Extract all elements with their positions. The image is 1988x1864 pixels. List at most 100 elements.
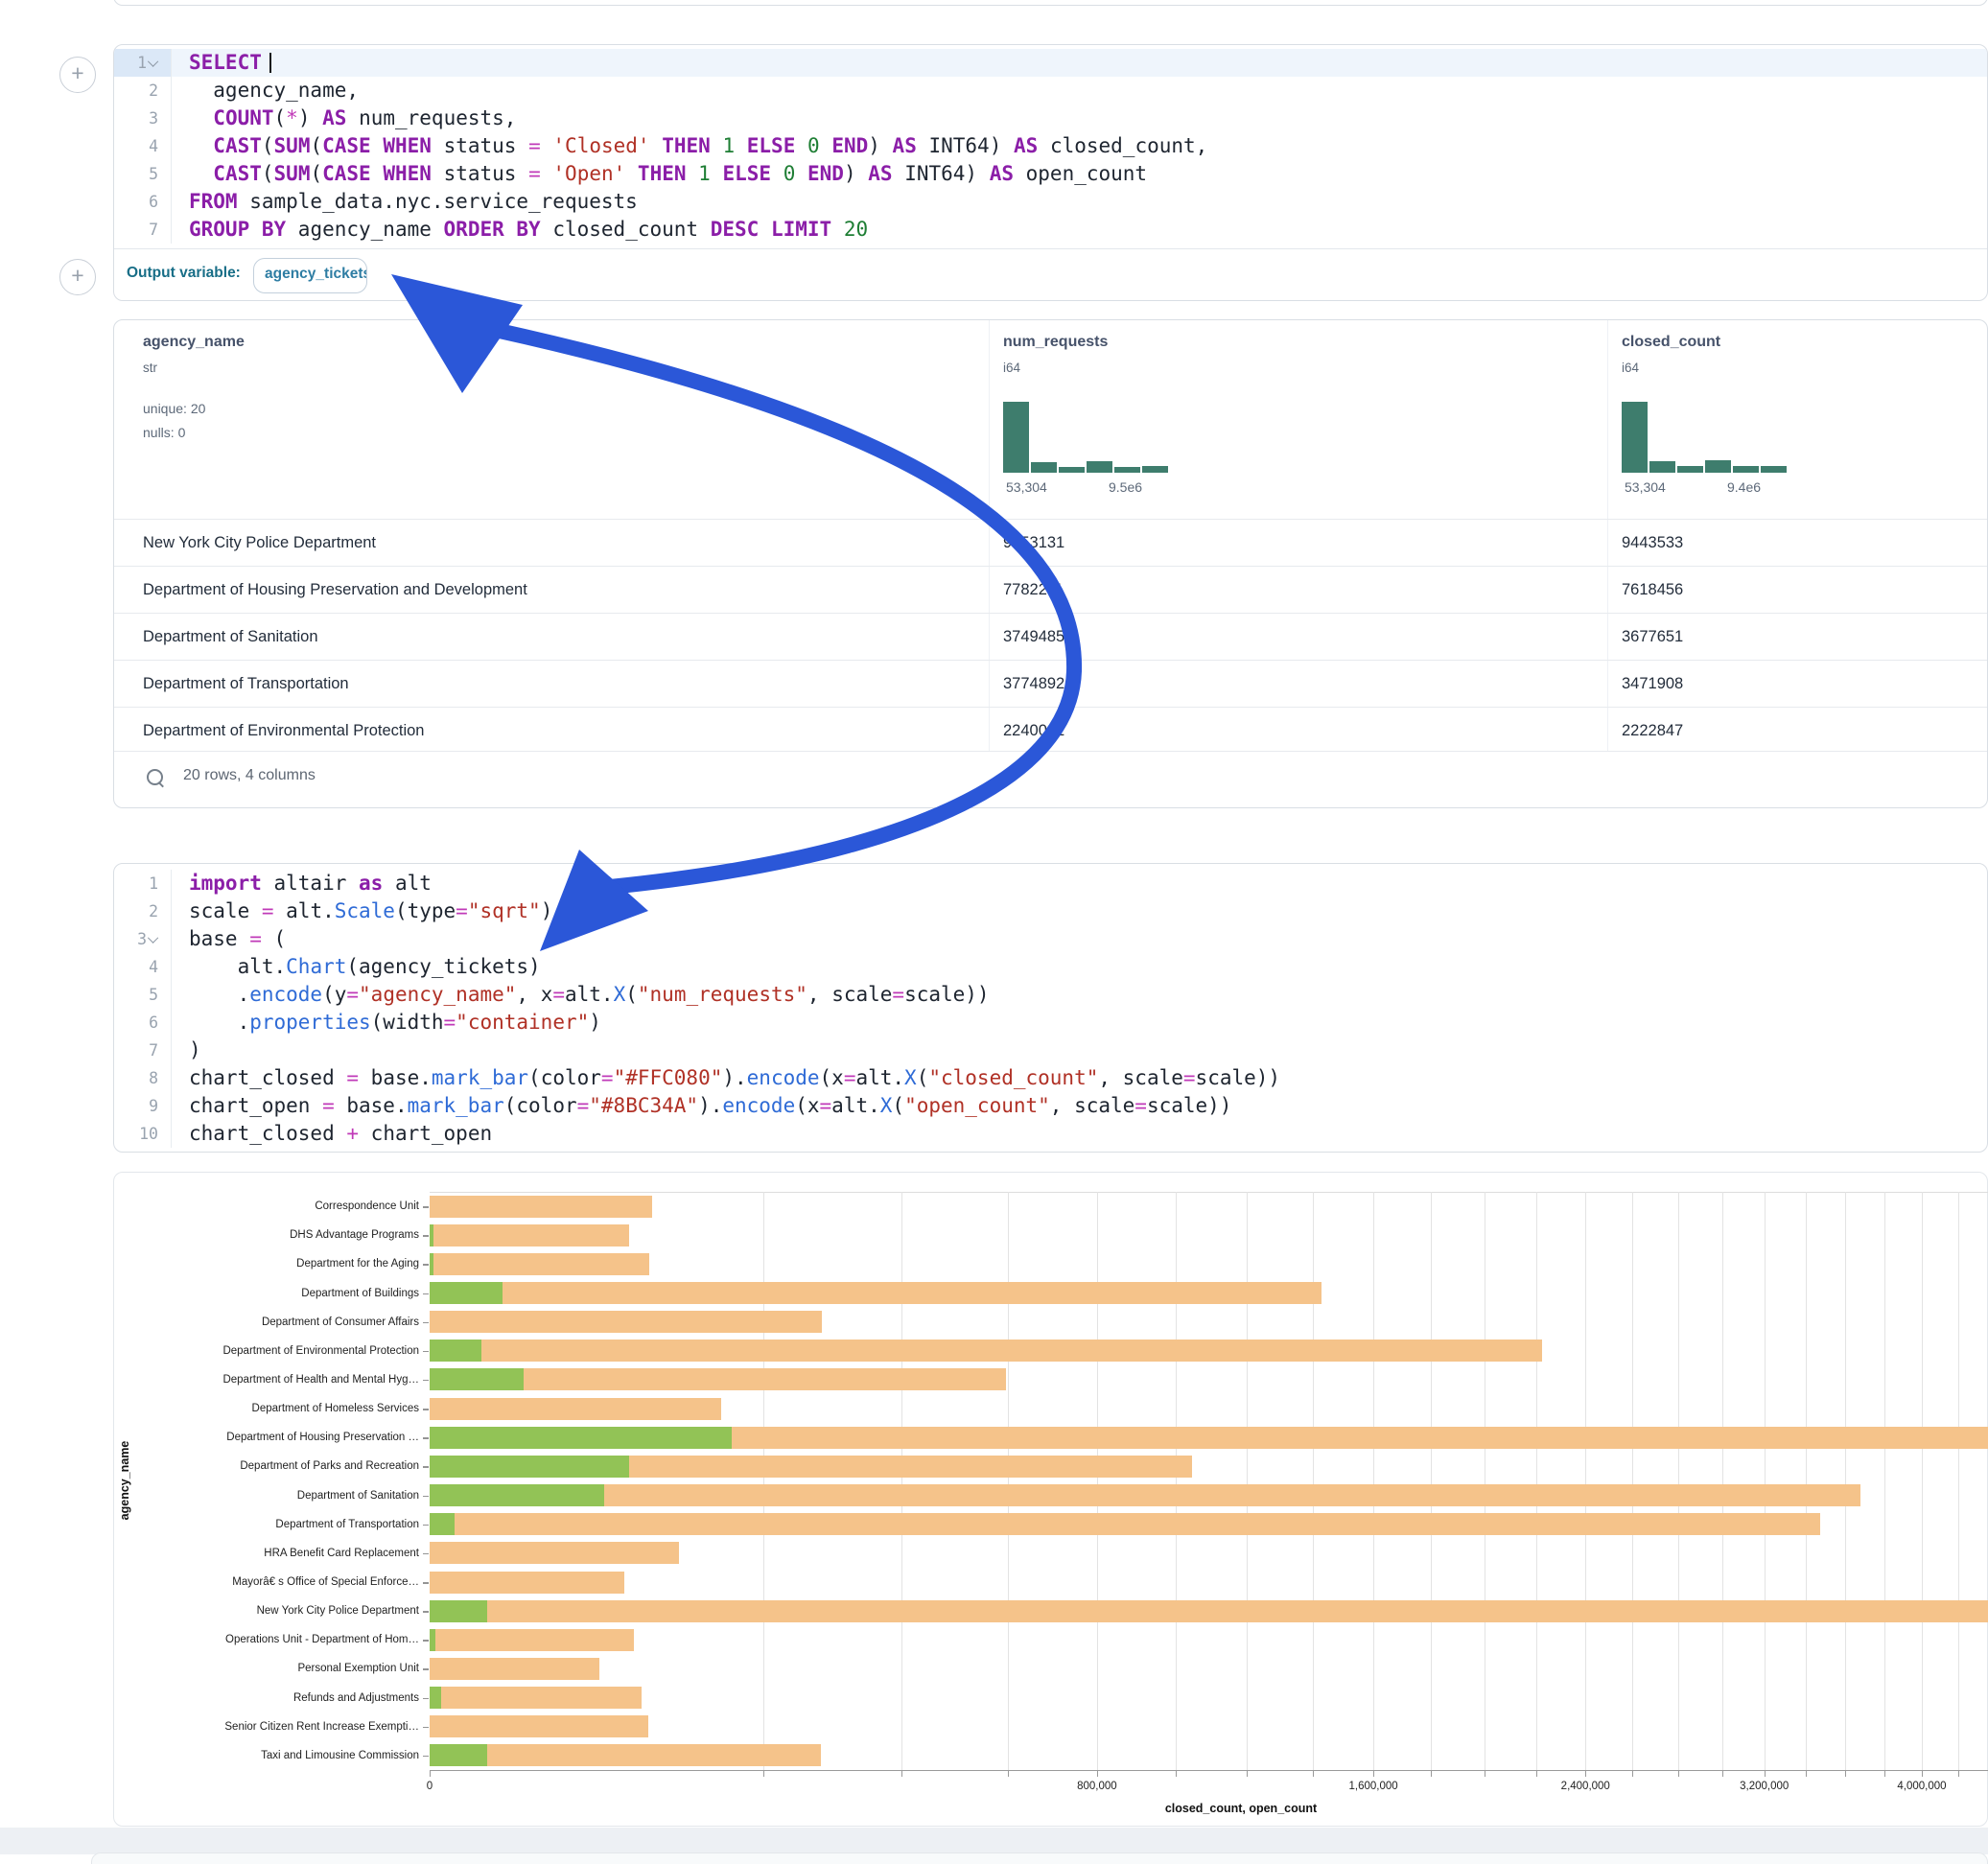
column-header-agency_name: unique: 20 [143, 401, 205, 416]
closed_count-bar [430, 1196, 652, 1218]
code-line[interactable]: 4 alt.Chart(agency_tickets) [114, 953, 1987, 981]
x-axis-tick [1632, 1771, 1633, 1777]
gridline [1536, 1192, 1537, 1770]
line-number: 3 [114, 925, 171, 953]
page-gap-band [0, 1828, 1988, 1854]
table-row[interactable]: Department of Transportation377489234719… [114, 660, 1987, 707]
search-icon[interactable] [147, 769, 163, 785]
fold-chevron-icon[interactable] [148, 933, 158, 944]
x-axis-tick [1247, 1771, 1248, 1777]
table-cell: Department of Housing Preservation and D… [143, 567, 527, 614]
x-axis-tick [1097, 1771, 1098, 1777]
code-text: scale = alt.Scale(type="sqrt") [171, 897, 1987, 925]
closed_count-bar [430, 1398, 721, 1420]
x-axis-tick [1536, 1771, 1537, 1777]
histogram-bar [1761, 466, 1787, 473]
closed_count-bar [430, 1253, 649, 1275]
next-cell-edge [91, 1852, 1988, 1864]
column-histogram [1622, 402, 1789, 473]
y-axis-label: Department of Consumer Affairs [114, 1308, 419, 1337]
code-line[interactable]: 8chart_closed = base.mark_bar(color="#FF… [114, 1064, 1987, 1092]
python-code-editor[interactable]: 1import altair as alt2scale = alt.Scale(… [114, 864, 1987, 1148]
table-row[interactable]: New York City Police Department945313194… [114, 519, 1987, 566]
table-cell: 2222847 [1622, 708, 1683, 755]
gridline [1431, 1192, 1432, 1770]
code-line[interactable]: 5 CAST(SUM(CASE WHEN status = 'Open' THE… [114, 160, 1987, 188]
table-row[interactable]: Department of Housing Preservation and D… [114, 566, 1987, 613]
add-cell-button-output[interactable]: + [59, 259, 96, 295]
closed_count-bar [430, 1484, 1860, 1506]
table-row[interactable]: Department of Environmental Protection22… [114, 707, 1987, 754]
code-text: alt.Chart(agency_tickets) [171, 953, 1987, 981]
y-axis-label: Department of Parks and Recreation [114, 1452, 419, 1480]
code-text: .properties(width="container") [171, 1009, 1987, 1037]
x-axis-tick-label: 3,200,000 [1707, 1781, 1822, 1792]
code-text: CAST(SUM(CASE WHEN status = 'Open' THEN … [171, 160, 1987, 188]
table-cell: 3774892 [1003, 661, 1064, 708]
code-line[interactable]: 7GROUP BY agency_name ORDER BY closed_co… [114, 216, 1987, 244]
x-axis-tick [763, 1771, 764, 1777]
code-line[interactable]: 10chart_closed + chart_open [114, 1120, 1987, 1148]
code-line[interactable]: 6FROM sample_data.nyc.service_requests [114, 188, 1987, 216]
output-variable-pill[interactable]: agency_tickets [253, 258, 367, 293]
y-axis-tick [423, 1727, 429, 1729]
y-axis-tick [423, 1235, 429, 1237]
code-line[interactable]: 6 .properties(width="container") [114, 1009, 1987, 1037]
code-line[interactable]: 2scale = alt.Scale(type="sqrt") [114, 897, 1987, 925]
closed_count-bar [430, 1629, 634, 1651]
open_count-bar [430, 1629, 435, 1651]
line-number: 6 [114, 188, 171, 216]
open_count-bar [430, 1600, 487, 1622]
open_count-bar [430, 1513, 455, 1535]
code-line[interactable]: 2 agency_name, [114, 77, 1987, 105]
y-axis-tick [423, 1437, 429, 1439]
line-number: 5 [114, 981, 171, 1009]
y-axis-label: Correspondence Unit [114, 1192, 419, 1221]
x-axis-tick [1922, 1771, 1923, 1777]
code-line[interactable]: 5 .encode(y="agency_name", x=alt.X("num_… [114, 981, 1987, 1009]
y-axis-tick [423, 1466, 429, 1468]
output-variable-label: Output variable: [127, 265, 241, 282]
gridline [1008, 1192, 1009, 1770]
x-axis-tick [1958, 1771, 1959, 1777]
python-cell: 1import altair as alt2scale = alt.Scale(… [113, 863, 1988, 1153]
x-axis-title: closed_count, open_count [1145, 1802, 1337, 1815]
column-header-agency_name: nulls: 0 [143, 425, 185, 440]
x-axis-tick-label: 2,400,000 [1528, 1781, 1643, 1792]
open_count-bar [430, 1484, 604, 1506]
code-line[interactable]: 3 COUNT(*) AS num_requests, [114, 105, 1987, 132]
y-axis-tick [423, 1293, 429, 1295]
closed_count-bar [430, 1340, 1542, 1362]
table-cell: 2240041 [1003, 708, 1064, 755]
y-axis-label: Department for the Aging [114, 1249, 419, 1278]
closed_count-bar [430, 1542, 679, 1564]
code-text: agency_name, [171, 77, 1987, 105]
open_count-bar [430, 1282, 503, 1304]
code-line[interactable]: 1import altair as alt [114, 870, 1987, 897]
y-axis-label: Department of Health and Mental Hyg… [114, 1365, 419, 1394]
code-line[interactable]: 1SELECT [114, 49, 1987, 77]
y-axis-label: HRA Benefit Card Replacement [114, 1539, 419, 1568]
y-axis-label: Department of Sanitation [114, 1481, 419, 1510]
code-line[interactable]: 7) [114, 1037, 1987, 1064]
histogram-bar [1705, 460, 1731, 473]
fold-chevron-icon[interactable] [148, 57, 158, 67]
line-number: 8 [114, 1064, 171, 1092]
table-row[interactable]: Department of Sanitation37494853677651 [114, 613, 1987, 660]
open_count-bar [430, 1368, 524, 1390]
y-axis-label: Refunds and Adjustments [114, 1684, 419, 1713]
code-line[interactable]: 4 CAST(SUM(CASE WHEN status = 'Closed' T… [114, 132, 1987, 160]
y-axis-tick [423, 1756, 429, 1758]
closed_count-bar [430, 1572, 624, 1594]
y-axis-tick [423, 1206, 429, 1208]
histogram-bar [1677, 466, 1703, 473]
add-cell-button-top[interactable]: + [59, 57, 96, 93]
code-line[interactable]: 3base = ( [114, 925, 1987, 953]
y-axis-label: Department of Environmental Protection [114, 1337, 419, 1365]
line-number: 6 [114, 1009, 171, 1037]
y-axis-tick [423, 1322, 429, 1324]
column-header-closed_count: 9.4e6 [1727, 479, 1761, 495]
y-axis-tick [423, 1611, 429, 1613]
code-line[interactable]: 9chart_open = base.mark_bar(color="#8BC3… [114, 1092, 1987, 1120]
sql-code-editor[interactable]: 1SELECT2 agency_name,3 COUNT(*) AS num_r… [114, 45, 1987, 244]
